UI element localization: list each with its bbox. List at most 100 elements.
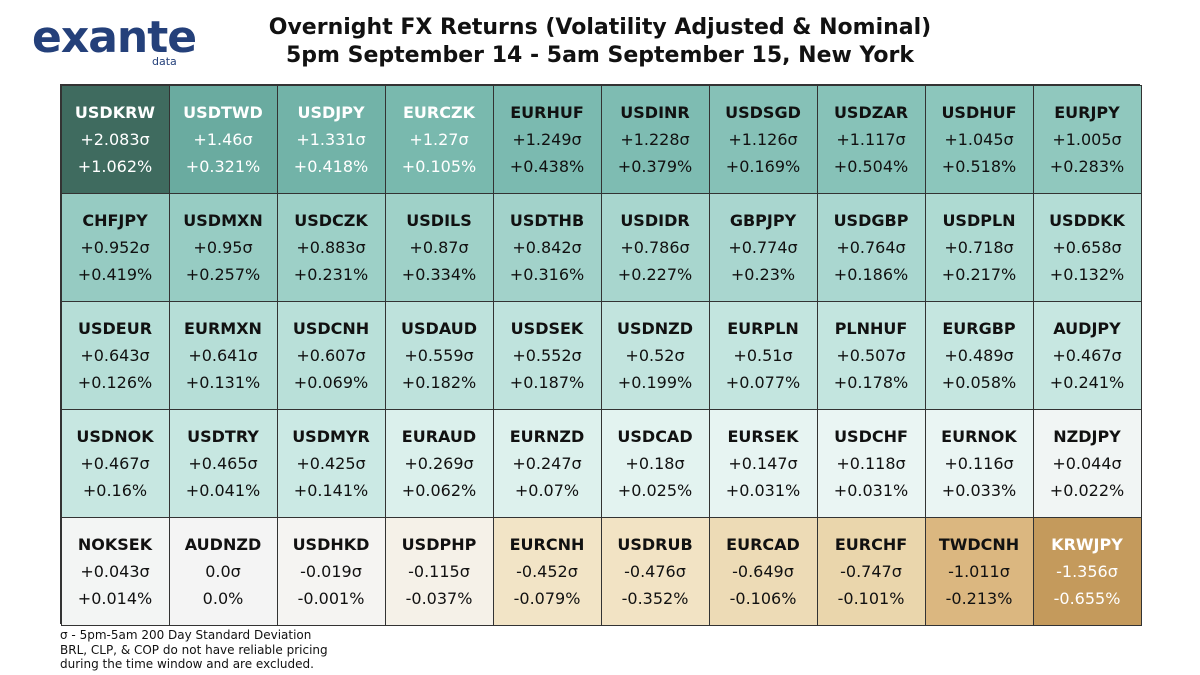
nominal-return-value: +0.438% [509, 156, 585, 176]
nominal-return-value: +0.316% [509, 264, 585, 284]
sigma-return-value: +0.147σ [728, 453, 798, 473]
grid-cell: EURHUF +1.249σ +0.438% [492, 84, 602, 194]
sigma-return-value: +0.552σ [512, 345, 582, 365]
currency-pair-label: USDJPY [297, 102, 365, 122]
grid-cell: GBPJPY +0.774σ +0.23% [708, 192, 818, 302]
sigma-return-value: +1.249σ [512, 129, 582, 149]
chart-title: Overnight FX Returns (Volatility Adjuste… [268, 15, 932, 40]
nominal-return-value: +0.126% [77, 372, 153, 392]
nominal-return-value: -0.037% [405, 588, 473, 608]
grid-cell: USDNZD +0.52σ +0.199% [600, 300, 710, 410]
grid-cell: EURNZD +0.247σ +0.07% [492, 408, 602, 518]
grid-cell: USDMYR +0.425σ +0.141% [276, 408, 386, 518]
currency-pair-label: EURPLN [727, 318, 799, 338]
chart-subtitle: 5pm September 14 - 5am September 15, New… [286, 43, 914, 68]
footnote: σ - 5pm-5am 200 Day Standard Deviation B… [60, 628, 328, 672]
nominal-return-value: +0.105% [401, 156, 477, 176]
grid-cell: KRWJPY -1.356σ -0.655% [1032, 516, 1142, 626]
nominal-return-value: +0.504% [833, 156, 909, 176]
grid-cell: USDEUR +0.643σ +0.126% [60, 300, 170, 410]
nominal-return-value: +0.131% [185, 372, 261, 392]
grid-cell: USDCZK +0.883σ +0.231% [276, 192, 386, 302]
footnote-line-3: during the time window and are excluded. [60, 657, 314, 671]
currency-pair-label: NZDJPY [1053, 426, 1121, 446]
sigma-return-value: +0.425σ [296, 453, 366, 473]
sigma-return-value: -0.476σ [624, 561, 686, 581]
nominal-return-value: +0.23% [730, 264, 796, 284]
sigma-return-value: 0.0σ [205, 561, 241, 581]
sigma-return-value: +0.116σ [944, 453, 1014, 473]
grid-cell: USDGBP +0.764σ +0.186% [816, 192, 926, 302]
nominal-return-value: +0.058% [941, 372, 1017, 392]
grid-cell: EURNOK +0.116σ +0.033% [924, 408, 1034, 518]
sigma-return-value: +1.27σ [409, 129, 469, 149]
nominal-return-value: +0.283% [1049, 156, 1125, 176]
nominal-return-value: +0.321% [185, 156, 261, 176]
grid-cell: USDZAR +1.117σ +0.504% [816, 84, 926, 194]
sigma-return-value: +0.52σ [625, 345, 685, 365]
currency-pair-label: USDCHF [834, 426, 908, 446]
nominal-return-value: +0.418% [293, 156, 369, 176]
grid-cell: USDINR +1.228σ +0.379% [600, 84, 710, 194]
nominal-return-value: +0.518% [941, 156, 1017, 176]
grid-cell: USDRUB -0.476σ -0.352% [600, 516, 710, 626]
nominal-return-value: +0.025% [617, 480, 693, 500]
grid-cell: USDSEK +0.552σ +0.187% [492, 300, 602, 410]
sigma-return-value: +0.764σ [836, 237, 906, 257]
sigma-return-value: +1.331σ [296, 129, 366, 149]
sigma-return-value: -0.115σ [408, 561, 470, 581]
currency-pair-label: USDSGD [725, 102, 801, 122]
grid-cell: USDTHB +0.842σ +0.316% [492, 192, 602, 302]
nominal-return-value: +0.187% [509, 372, 585, 392]
currency-pair-label: USDGBP [833, 210, 909, 230]
fx-returns-grid: USDKRW +2.083σ +1.062% USDTWD +1.46σ +0.321% U… [60, 84, 1142, 626]
currency-pair-label: USDRUB [617, 534, 693, 554]
sigma-return-value: +0.118σ [836, 453, 906, 473]
sigma-return-value: +1.126σ [728, 129, 798, 149]
grid-cell: USDIDR +0.786σ +0.227% [600, 192, 710, 302]
sigma-return-value: +0.842σ [512, 237, 582, 257]
sigma-return-value: -0.452σ [516, 561, 578, 581]
sigma-return-value: +1.117σ [836, 129, 906, 149]
nominal-return-value: -0.079% [513, 588, 581, 608]
nominal-return-value: +0.182% [401, 372, 477, 392]
nominal-return-value: +0.041% [185, 480, 261, 500]
nominal-return-value: -0.352% [621, 588, 689, 608]
currency-pair-label: USDHUF [941, 102, 1017, 122]
grid-cell: EURJPY +1.005σ +0.283% [1032, 84, 1142, 194]
grid-cell: USDCAD +0.18σ +0.025% [600, 408, 710, 518]
nominal-return-value: +0.062% [401, 480, 477, 500]
nominal-return-value: -0.655% [1053, 588, 1121, 608]
sigma-return-value: +0.658σ [1052, 237, 1122, 257]
sigma-return-value: +0.489σ [944, 345, 1014, 365]
grid-cell: USDHUF +1.045σ +0.518% [924, 84, 1034, 194]
grid-cell: EURCAD -0.649σ -0.106% [708, 516, 818, 626]
currency-pair-label: NOKSEK [77, 534, 153, 554]
currency-pair-label: TWDCNH [938, 534, 1020, 554]
nominal-return-value: +0.217% [941, 264, 1017, 284]
nominal-return-value: +0.231% [293, 264, 369, 284]
currency-pair-label: USDNOK [76, 426, 154, 446]
currency-pair-label: AUDNZD [184, 534, 262, 554]
grid-cell: EURCNH -0.452σ -0.079% [492, 516, 602, 626]
nominal-return-value: +0.069% [293, 372, 369, 392]
logo-wordmark: exante [32, 14, 197, 62]
exante-logo: exante data [32, 14, 197, 70]
grid-cell: USDHKD -0.019σ -0.001% [276, 516, 386, 626]
grid-cell: USDPHP -0.115σ -0.037% [384, 516, 494, 626]
sigma-return-value: +0.883σ [296, 237, 366, 257]
sigma-return-value: +0.643σ [80, 345, 150, 365]
grid-cell: AUDJPY +0.467σ +0.241% [1032, 300, 1142, 410]
chart-title-block: Overnight FX Returns (Volatility Adjuste… [200, 14, 1000, 70]
grid-cell: USDCNH +0.607σ +0.069% [276, 300, 386, 410]
currency-pair-label: USDIDR [620, 210, 690, 230]
currency-pair-label: USDDKK [1049, 210, 1125, 230]
sigma-return-value: -0.747σ [840, 561, 902, 581]
nominal-return-value: +0.16% [82, 480, 148, 500]
nominal-return-value: -0.001% [297, 588, 365, 608]
sigma-return-value: +0.641σ [188, 345, 258, 365]
currency-pair-label: GBPJPY [729, 210, 797, 230]
grid-cell: USDNOK +0.467σ +0.16% [60, 408, 170, 518]
grid-cell: USDDKK +0.658σ +0.132% [1032, 192, 1142, 302]
sigma-return-value: +0.774σ [728, 237, 798, 257]
